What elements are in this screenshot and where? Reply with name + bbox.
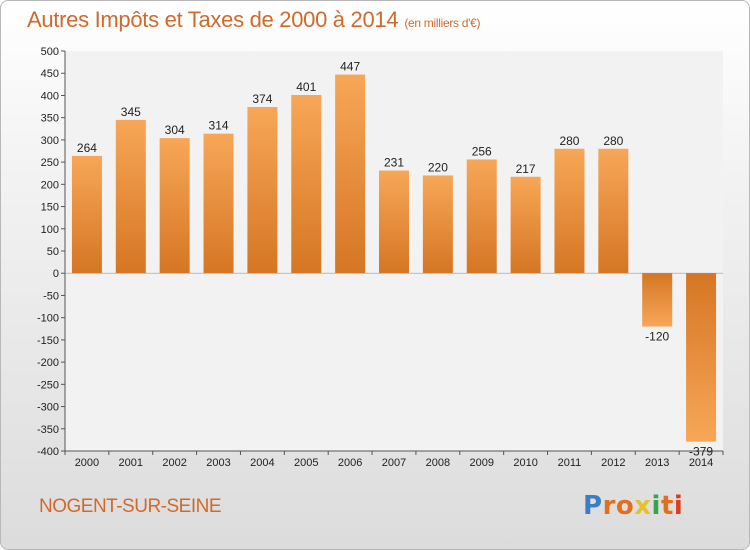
value-label-2001: 345 bbox=[121, 105, 141, 119]
logo-letter: o bbox=[615, 491, 635, 521]
value-labels-group: 264 345 304 314 374 401 447 231 220 256 217 280 280 -… bbox=[77, 60, 713, 459]
y-tick-label: 250 bbox=[41, 157, 59, 169]
y-tick-label: -250 bbox=[37, 379, 59, 391]
y-tick-label: -50 bbox=[43, 290, 59, 302]
value-label-2008: 220 bbox=[428, 160, 448, 174]
x-tick-label: 2005 bbox=[294, 457, 318, 469]
y-tick-label: 200 bbox=[41, 179, 59, 191]
bar-2003 bbox=[203, 133, 234, 274]
x-tick-label: 2012 bbox=[601, 457, 625, 469]
value-label-2011: 280 bbox=[559, 134, 579, 148]
y-axis: 500450400350300250200150100500-50-100-15… bbox=[37, 46, 66, 458]
x-tick-label: 2007 bbox=[382, 457, 406, 469]
proxiti-logo: Proxiti bbox=[583, 491, 683, 521]
chart-title-text: Autres Impôts et Taxes de 2000 à 2014 bbox=[27, 7, 399, 32]
x-tick-label: 2001 bbox=[119, 457, 143, 469]
y-tick-label: 0 bbox=[53, 268, 59, 280]
bar-2009 bbox=[466, 159, 497, 274]
y-tick-label: 150 bbox=[41, 202, 59, 214]
x-tick-label: 2006 bbox=[338, 457, 362, 469]
bar-2008 bbox=[422, 175, 453, 274]
x-tick-label: 2002 bbox=[162, 457, 186, 469]
value-label-2003: 314 bbox=[209, 119, 229, 133]
value-label-2000: 264 bbox=[77, 141, 97, 155]
value-label-2007: 231 bbox=[384, 156, 404, 170]
y-tick-label: 100 bbox=[41, 224, 59, 236]
x-tick-label: 2014 bbox=[689, 457, 713, 469]
bar-2005 bbox=[291, 95, 322, 274]
value-label-2002: 304 bbox=[165, 123, 185, 137]
bar-2014 bbox=[686, 273, 717, 442]
bar-2000 bbox=[71, 155, 102, 274]
bar-2013 bbox=[642, 273, 673, 327]
y-tick-label: -350 bbox=[37, 424, 59, 436]
y-tick-label: -200 bbox=[37, 357, 59, 369]
logo-letter: t bbox=[660, 491, 674, 521]
value-label-2006: 447 bbox=[340, 60, 360, 74]
bar-2001 bbox=[115, 119, 146, 274]
value-label-2010: 217 bbox=[516, 162, 536, 176]
bar-2006 bbox=[335, 74, 366, 274]
y-tick-label: 350 bbox=[41, 113, 59, 125]
x-tick-label: 2013 bbox=[645, 457, 669, 469]
bar-2011 bbox=[554, 148, 585, 274]
y-tick-label: 50 bbox=[47, 246, 59, 258]
x-tick-label: 2000 bbox=[75, 457, 99, 469]
y-tick-label: 500 bbox=[41, 46, 59, 58]
x-tick-label: 2009 bbox=[469, 457, 493, 469]
x-tick-label: 2008 bbox=[426, 457, 450, 469]
bar-2004 bbox=[247, 107, 278, 274]
y-tick-label: -400 bbox=[37, 446, 59, 458]
bar-2010 bbox=[510, 176, 541, 274]
y-tick-label: -150 bbox=[37, 335, 59, 347]
value-label-2013: -120 bbox=[645, 330, 669, 344]
logo-letter: r bbox=[602, 491, 616, 521]
x-tick-label: 2010 bbox=[513, 457, 537, 469]
logo-letter: P bbox=[583, 491, 603, 521]
y-tick-label: -100 bbox=[37, 313, 59, 325]
x-tick-label: 2004 bbox=[250, 457, 274, 469]
y-tick-label: 400 bbox=[41, 90, 59, 102]
logo-letter: x bbox=[634, 491, 652, 521]
value-label-2012: 280 bbox=[603, 134, 623, 148]
bar-2012 bbox=[598, 148, 629, 274]
logo-letter: i bbox=[651, 491, 661, 521]
x-tick-label: 2011 bbox=[558, 457, 582, 469]
value-label-2009: 256 bbox=[472, 144, 492, 158]
x-tick-label: 2003 bbox=[206, 457, 230, 469]
value-label-2014: -379 bbox=[689, 445, 713, 459]
bars-group bbox=[71, 74, 717, 442]
y-tick-label: -300 bbox=[37, 402, 59, 414]
chart-title: Autres Impôts et Taxes de 2000 à 2014 (en… bbox=[27, 7, 481, 33]
bar-2007 bbox=[379, 170, 409, 274]
y-tick-label: 300 bbox=[41, 135, 59, 147]
commune-name: NOGENT-SUR-SEINE bbox=[39, 496, 222, 517]
bar-2002 bbox=[159, 138, 190, 274]
logo-letter: i bbox=[673, 491, 684, 521]
value-label-2004: 374 bbox=[252, 92, 272, 106]
chart-subtitle: (en milliers d'€) bbox=[404, 16, 481, 30]
y-tick-label: 450 bbox=[41, 68, 59, 80]
value-label-2005: 401 bbox=[296, 80, 316, 94]
